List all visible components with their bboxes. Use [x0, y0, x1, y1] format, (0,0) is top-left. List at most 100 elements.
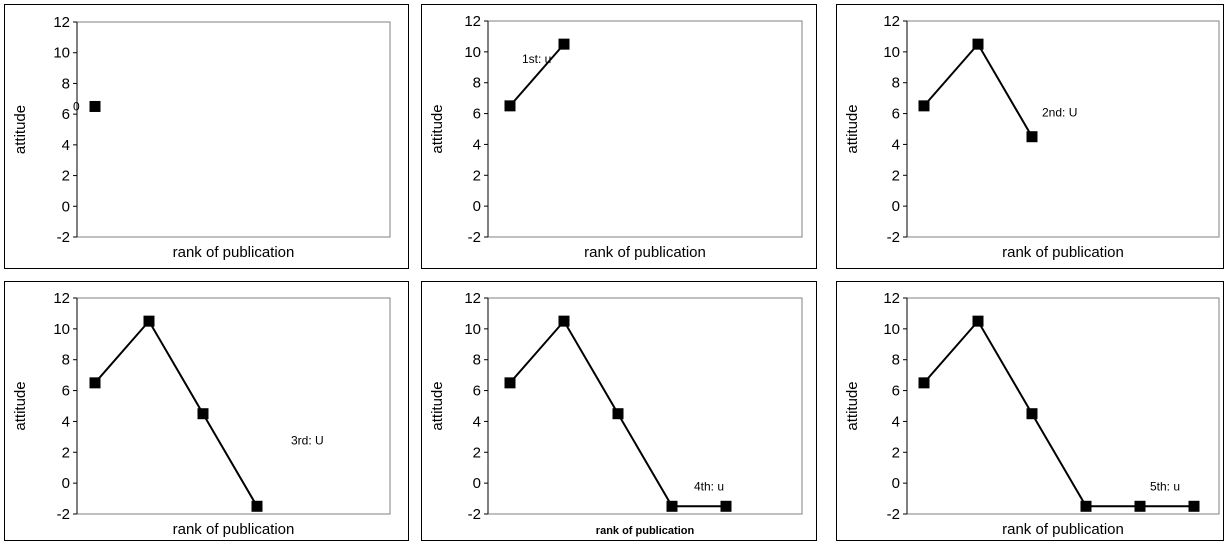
plot-area [906, 20, 1220, 238]
y-tick-label: 12 [53, 14, 70, 31]
chart-panel-6: 12 10 8 6 4 2 0 -2 rank of publication attitude 5t… [836, 281, 1224, 541]
y-tick-label: 2 [62, 444, 70, 461]
y-tick-label: 8 [892, 75, 900, 92]
series-line [509, 43, 565, 107]
chart-panel-5: 12 10 8 6 4 2 0 -2 rank of publication attitude 4t… [421, 281, 817, 541]
chart-panel-3: 12 10 8 6 4 2 0 -2 rank of publication attitude 2n… [836, 4, 1224, 269]
y-axis-label: attitude [429, 381, 446, 430]
data-point [89, 377, 101, 389]
y-axis-label: attitude [844, 381, 861, 430]
y-axis-label: attitude [12, 105, 29, 154]
series-line [923, 42, 1033, 138]
data-point [89, 100, 101, 112]
y-tick-label: 0 [62, 198, 70, 215]
x-axis-label: rank of publication [596, 525, 695, 537]
y-tick-label: 0 [473, 198, 481, 215]
y-tick-label: 12 [883, 13, 900, 30]
data-annotation: 2nd: U [1042, 106, 1077, 120]
x-axis-label: rank of publication [1002, 521, 1124, 538]
y-tick-label: 0 [473, 475, 481, 492]
chart-svg: 12 10 8 6 4 2 0 -2 rank of publication attitude 3r… [12, 290, 391, 538]
y-tick-label: 4 [892, 136, 900, 153]
data-point [1080, 500, 1092, 512]
x-axis-label: rank of publication [584, 244, 706, 261]
y-tick-label: 8 [62, 352, 70, 369]
plot-area [487, 297, 803, 515]
chart-svg: 12 10 8 6 4 2 0 -2 rank of publication attitude 4t… [429, 290, 803, 537]
y-tick-label: 8 [62, 75, 70, 92]
y-tick-label: 10 [53, 45, 70, 62]
y-tick-label: -2 [57, 229, 70, 246]
y-tick-label: 6 [62, 106, 70, 123]
y-tick-label: 4 [473, 136, 481, 153]
data-point [972, 38, 984, 50]
y-tick-label: 8 [473, 352, 481, 369]
data-point [251, 500, 263, 512]
data-annotation: 5th: u [1150, 479, 1180, 493]
data-annotation: 3rd: U [291, 433, 324, 447]
y-tick-label: 4 [473, 413, 481, 430]
data-annotation: 1st: u [522, 52, 551, 66]
y-tick-label: 10 [883, 44, 900, 61]
data-point [1026, 408, 1038, 420]
chart-svg: 12 10 8 6 4 2 0 -2 rank of publication attitude 2n… [844, 13, 1220, 261]
data-point [918, 377, 930, 389]
plot-area [76, 21, 391, 238]
x-axis-label: rank of publication [1002, 244, 1124, 261]
data-point [1134, 500, 1146, 512]
data-annotation: 4th: u [694, 479, 724, 493]
y-tick-label: 6 [473, 106, 481, 123]
y-tick-label: 4 [62, 413, 70, 430]
plot-area [76, 297, 391, 515]
y-tick-label: 2 [473, 167, 481, 184]
y-axis-label: attitude [844, 104, 861, 153]
y-tick-label: 0 [892, 198, 900, 215]
data-point [558, 315, 570, 327]
y-tick-label: 12 [464, 13, 481, 30]
y-tick-label: -2 [57, 506, 70, 523]
y-tick-label: 10 [53, 321, 70, 338]
data-point [143, 315, 155, 327]
chart-panel-4: 12 10 8 6 4 2 0 -2 rank of publication attitude 3r… [4, 281, 409, 541]
y-tick-label: 10 [883, 321, 900, 338]
data-point [720, 500, 732, 512]
series-line [94, 319, 258, 507]
series-line [923, 319, 1194, 508]
chart-svg: 12 10 8 6 4 2 0 -2 rank of publication attitude 0 [12, 14, 391, 261]
data-point [1188, 500, 1200, 512]
chart-panel-2: 12 10 8 6 4 2 0 -2 rank of publication attitude 1s… [421, 4, 817, 269]
y-tick-label: 6 [62, 383, 70, 400]
y-tick-label: 2 [892, 444, 900, 461]
data-point [666, 500, 678, 512]
y-axis-label: attitude [12, 381, 29, 430]
x-axis-label: rank of publication [173, 244, 295, 261]
y-tick-label: 2 [892, 167, 900, 184]
y-tick-label: -2 [887, 229, 900, 246]
y-tick-label: 8 [892, 352, 900, 369]
y-tick-label: -2 [468, 506, 481, 523]
y-tick-label: 10 [464, 44, 481, 61]
data-point [918, 100, 930, 112]
y-tick-label: -2 [887, 506, 900, 523]
y-tick-label: -2 [468, 229, 481, 246]
data-point [504, 377, 516, 389]
data-annotation: 0 [73, 99, 80, 113]
y-tick-label: 4 [62, 137, 70, 154]
y-tick-label: 12 [883, 290, 900, 307]
data-point [972, 315, 984, 327]
y-tick-label: 6 [473, 383, 481, 400]
data-point [612, 408, 624, 420]
y-tick-label: 2 [473, 444, 481, 461]
y-tick-label: 0 [62, 475, 70, 492]
y-tick-label: 8 [473, 75, 481, 92]
y-tick-label: 2 [62, 168, 70, 185]
x-axis-label: rank of publication [173, 521, 295, 538]
data-point [558, 38, 570, 50]
y-axis-label: attitude [429, 104, 446, 153]
y-tick-label: 6 [892, 383, 900, 400]
y-tick-label: 12 [53, 290, 70, 307]
data-point [197, 408, 209, 420]
chart-panel-1: 12 10 8 6 4 2 0 -2 rank of publication attitude 0 [4, 4, 409, 269]
data-point [1026, 131, 1038, 143]
y-tick-label: 6 [892, 106, 900, 123]
